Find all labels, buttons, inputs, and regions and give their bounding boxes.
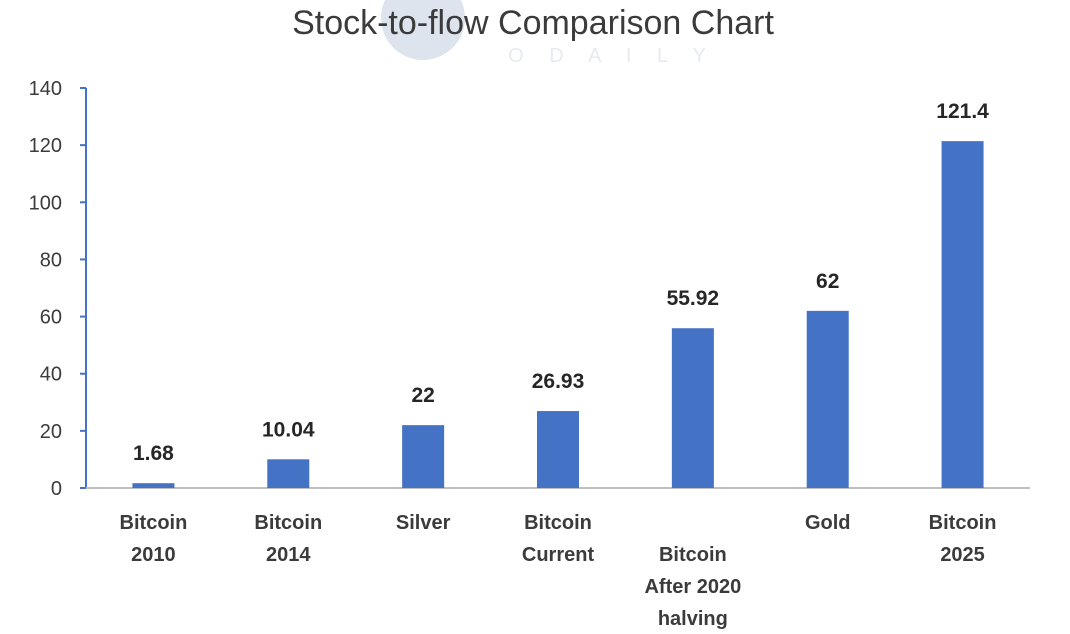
bar bbox=[402, 425, 445, 488]
y-tick-label: 40 bbox=[40, 364, 62, 386]
bars bbox=[132, 141, 984, 488]
y-tick-label: 60 bbox=[40, 307, 62, 329]
category-label-line: Bitcoin bbox=[659, 544, 727, 566]
data-label: 1.68 bbox=[133, 442, 174, 465]
category-labels: Bitcoin 2010 Bitcoin 2014 Silver Bitcoin Curre… bbox=[120, 512, 997, 630]
bar bbox=[806, 310, 849, 488]
category-label: Bitcoin Current bbox=[522, 512, 595, 566]
watermark-logo-icon bbox=[381, 0, 465, 60]
data-label: 26.93 bbox=[532, 370, 585, 393]
y-tick-label: 120 bbox=[29, 135, 62, 157]
category-label-line: Bitcoin bbox=[120, 512, 188, 534]
category-label-line: Gold bbox=[805, 512, 851, 534]
data-labels: 1.68 10.04 22 26.93 55.92 62 121.4 bbox=[133, 100, 989, 465]
watermark: O D A I L Y bbox=[381, 0, 716, 67]
category-label-line: 2025 bbox=[940, 544, 985, 566]
category-label-line: 2014 bbox=[266, 544, 311, 566]
category-label: Bitcoin 2014 bbox=[254, 512, 322, 566]
watermark-text: O D A I L Y bbox=[508, 45, 716, 67]
category-label: Silver bbox=[396, 512, 451, 534]
data-label: 22 bbox=[411, 384, 434, 407]
y-tick-label: 0 bbox=[51, 478, 62, 500]
bar bbox=[537, 411, 579, 488]
category-label-line: Bitcoin bbox=[524, 512, 592, 534]
category-label-line: 2010 bbox=[131, 544, 176, 566]
bar bbox=[267, 459, 310, 488]
bar bbox=[132, 483, 175, 488]
category-label: Bitcoin 2025 bbox=[929, 512, 997, 566]
category-label: Gold bbox=[805, 512, 851, 534]
y-tick-label: 80 bbox=[40, 249, 62, 271]
category-label-line: halving bbox=[658, 608, 728, 629]
data-label: 121.4 bbox=[936, 100, 989, 123]
category-label-line: Current bbox=[522, 544, 595, 566]
category-label: Bitcoin After 2020 halving bbox=[644, 544, 741, 629]
category-label-line: Bitcoin bbox=[254, 512, 322, 534]
y-tick-label: 20 bbox=[40, 421, 62, 443]
y-tick-label: 100 bbox=[29, 192, 62, 214]
y-tick-label: 140 bbox=[29, 78, 62, 100]
category-label-line: Silver bbox=[396, 512, 451, 534]
bar bbox=[941, 141, 984, 488]
category-label-line: Bitcoin bbox=[929, 512, 997, 534]
category-label: Bitcoin 2010 bbox=[120, 512, 188, 566]
category-label-line: After 2020 bbox=[644, 576, 741, 598]
data-label: 10.04 bbox=[262, 418, 315, 441]
data-label: 62 bbox=[816, 270, 839, 293]
y-axis: 0 20 40 60 80 100 120 140 bbox=[29, 78, 87, 500]
bar bbox=[671, 328, 714, 488]
chart-title: Stock-to-flow Comparison Chart bbox=[292, 4, 774, 42]
data-label: 55.92 bbox=[667, 287, 720, 310]
